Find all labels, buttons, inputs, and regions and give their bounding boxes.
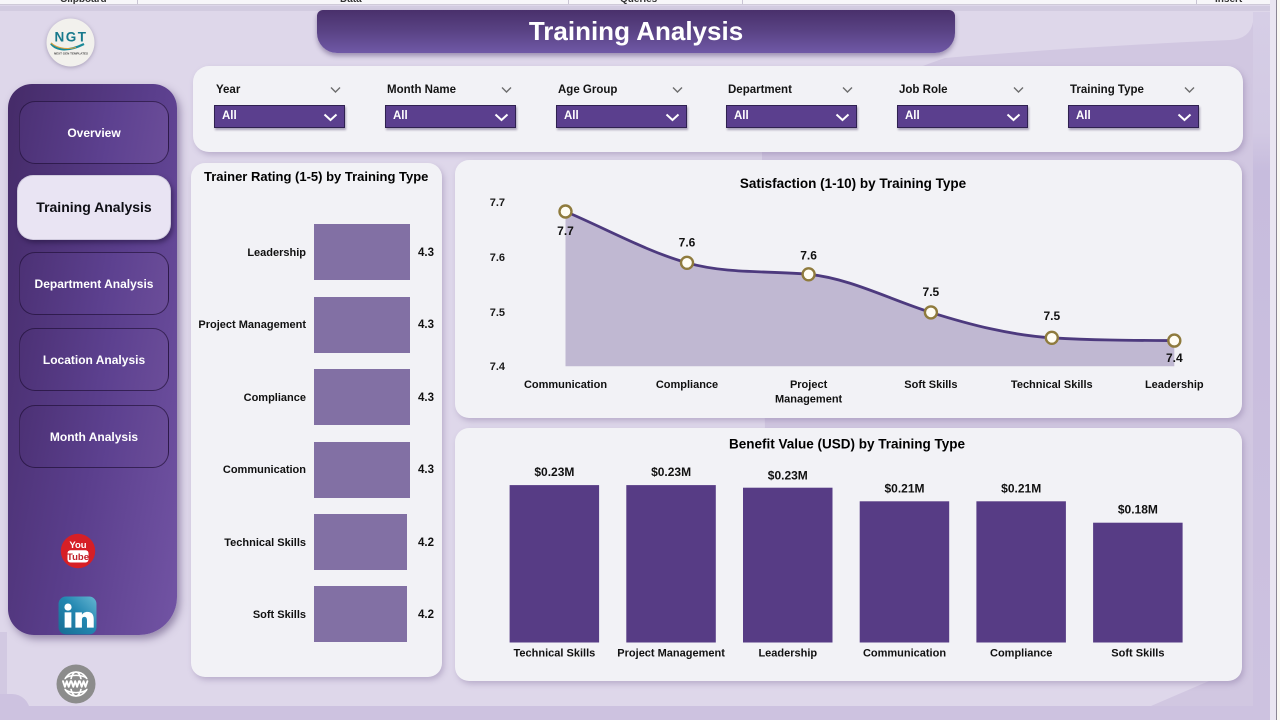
svg-text:Communication: Communication bbox=[863, 647, 946, 659]
svg-text:Compliance: Compliance bbox=[990, 647, 1052, 659]
svg-text:Soft Skills: Soft Skills bbox=[1111, 647, 1164, 659]
svg-text:$0.18M: $0.18M bbox=[1118, 502, 1158, 516]
svg-text:7.7: 7.7 bbox=[490, 197, 505, 209]
svg-text:Technical Skills: Technical Skills bbox=[514, 647, 596, 659]
svg-text:Project Management: Project Management bbox=[617, 647, 725, 659]
svg-text:Management: Management bbox=[775, 394, 843, 406]
svg-text:7.5: 7.5 bbox=[923, 285, 940, 299]
svg-text:$0.23M: $0.23M bbox=[768, 468, 808, 482]
svg-text:Satisfaction (1-10) by Trainin: Satisfaction (1-10) by Training Type bbox=[740, 176, 967, 191]
svg-text:$0.23M: $0.23M bbox=[651, 465, 691, 479]
svg-text:You: You bbox=[69, 540, 86, 551]
svg-text:NEXT GEN TEMPLATES: NEXT GEN TEMPLATES bbox=[54, 52, 88, 56]
svg-text:NGT: NGT bbox=[55, 30, 88, 45]
svg-text:7.6: 7.6 bbox=[800, 249, 817, 263]
svg-text:$0.23M: $0.23M bbox=[534, 465, 574, 479]
svg-text:7.7: 7.7 bbox=[557, 224, 574, 238]
svg-text:Tube: Tube bbox=[67, 552, 89, 563]
svg-text:Project: Project bbox=[790, 379, 828, 391]
svg-text:7.4: 7.4 bbox=[490, 361, 506, 373]
svg-text:$0.21M: $0.21M bbox=[1001, 481, 1041, 495]
svg-text:7.6: 7.6 bbox=[490, 252, 505, 264]
svg-text:Soft Skills: Soft Skills bbox=[904, 379, 957, 391]
svg-text:Communication: Communication bbox=[524, 379, 607, 391]
svg-text:Technical Skills: Technical Skills bbox=[1011, 379, 1093, 391]
svg-text:7.6: 7.6 bbox=[679, 236, 696, 250]
svg-text:7.4: 7.4 bbox=[1166, 351, 1183, 365]
svg-text:Compliance: Compliance bbox=[656, 379, 718, 391]
svg-text:Benefit Value (USD) by Trainin: Benefit Value (USD) by Training Type bbox=[729, 436, 966, 451]
svg-text:Leadership: Leadership bbox=[758, 647, 817, 659]
svg-text:7.5: 7.5 bbox=[1043, 309, 1060, 323]
svg-text:Leadership: Leadership bbox=[1145, 379, 1204, 391]
svg-text:7.5: 7.5 bbox=[490, 307, 505, 319]
svg-text:$0.21M: $0.21M bbox=[884, 481, 924, 495]
